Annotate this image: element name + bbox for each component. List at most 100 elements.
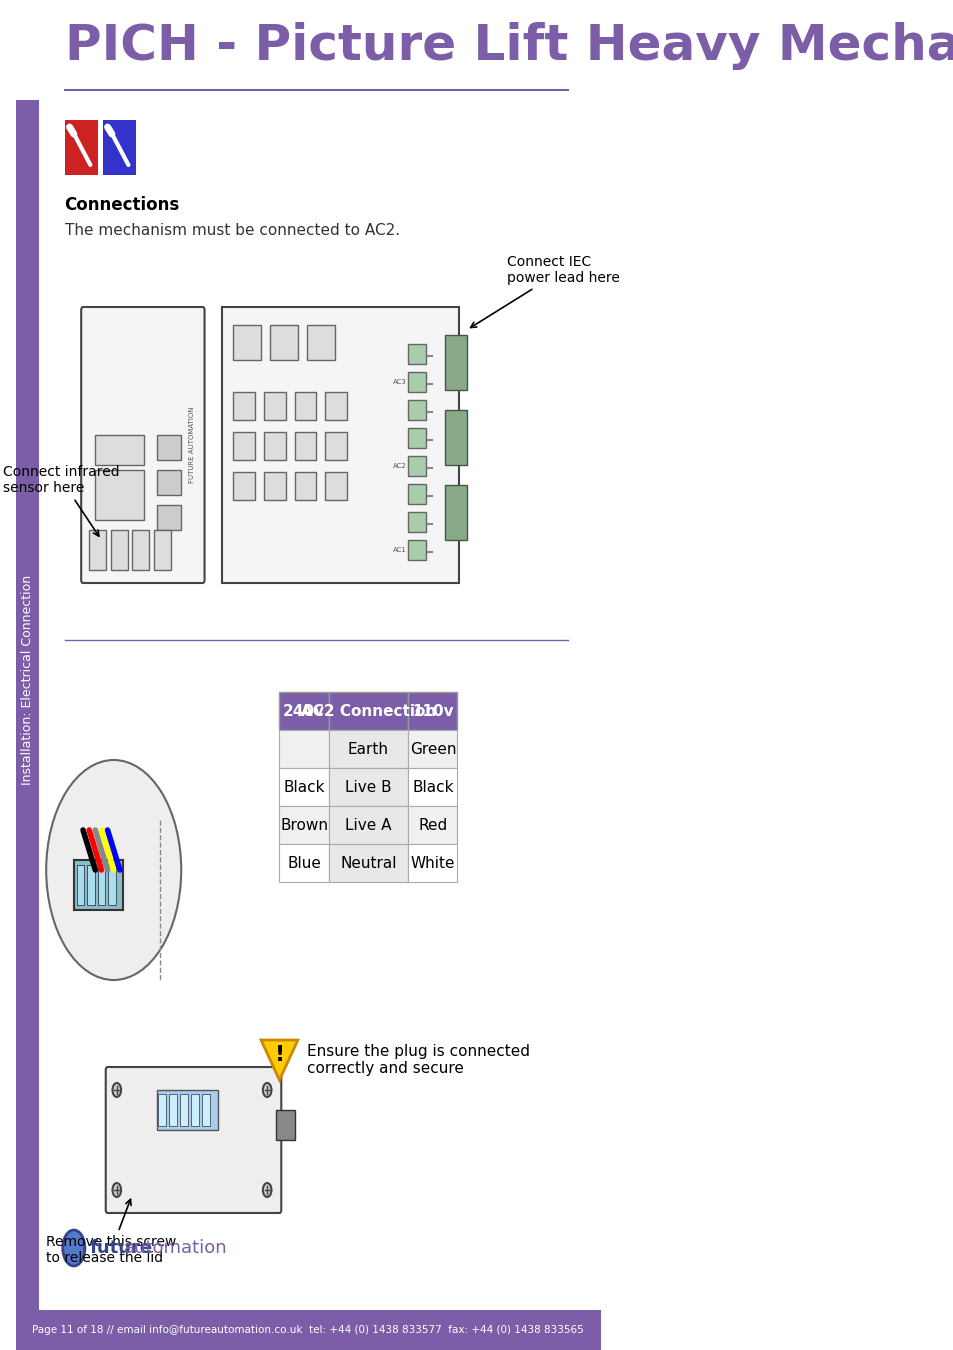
FancyBboxPatch shape: [270, 325, 297, 360]
FancyBboxPatch shape: [95, 470, 144, 520]
FancyBboxPatch shape: [408, 806, 457, 844]
Text: Blue: Blue: [287, 856, 320, 871]
FancyBboxPatch shape: [153, 531, 171, 570]
Circle shape: [63, 1230, 85, 1266]
FancyBboxPatch shape: [97, 865, 105, 904]
Text: Live B: Live B: [345, 779, 392, 795]
Text: Green: Green: [409, 741, 456, 756]
Text: PICH - Picture Lift Heavy Mechanism: PICH - Picture Lift Heavy Mechanism: [65, 22, 953, 70]
Text: future: future: [89, 1239, 152, 1257]
FancyBboxPatch shape: [233, 472, 254, 499]
Text: Connections: Connections: [65, 196, 180, 215]
FancyBboxPatch shape: [279, 768, 328, 806]
FancyBboxPatch shape: [264, 392, 285, 420]
FancyBboxPatch shape: [408, 373, 425, 391]
Text: 110v: 110v: [412, 703, 454, 718]
FancyBboxPatch shape: [89, 531, 106, 570]
Text: Black: Black: [283, 779, 324, 795]
FancyBboxPatch shape: [445, 410, 466, 464]
FancyBboxPatch shape: [202, 1094, 210, 1126]
FancyBboxPatch shape: [328, 844, 408, 882]
FancyBboxPatch shape: [95, 435, 144, 464]
Text: AC3: AC3: [393, 379, 407, 385]
FancyBboxPatch shape: [158, 1094, 166, 1126]
FancyBboxPatch shape: [108, 865, 115, 904]
FancyBboxPatch shape: [408, 768, 457, 806]
FancyBboxPatch shape: [307, 325, 335, 360]
FancyBboxPatch shape: [156, 1089, 218, 1130]
FancyBboxPatch shape: [408, 485, 425, 504]
FancyBboxPatch shape: [408, 730, 457, 768]
FancyBboxPatch shape: [325, 472, 347, 499]
FancyBboxPatch shape: [408, 844, 457, 882]
Text: Black: Black: [412, 779, 454, 795]
Text: Live A: Live A: [345, 818, 392, 833]
FancyBboxPatch shape: [156, 505, 181, 531]
FancyBboxPatch shape: [408, 512, 425, 532]
Circle shape: [46, 760, 181, 980]
FancyBboxPatch shape: [408, 344, 425, 364]
Text: AC2 Connection: AC2 Connection: [300, 703, 436, 718]
FancyBboxPatch shape: [65, 120, 98, 176]
FancyBboxPatch shape: [445, 335, 466, 390]
Text: automation: automation: [124, 1239, 228, 1257]
FancyBboxPatch shape: [15, 100, 39, 1320]
FancyBboxPatch shape: [328, 806, 408, 844]
Text: Connect infrared
sensor here: Connect infrared sensor here: [3, 464, 120, 536]
Text: Remove this screw
to release the lid: Remove this screw to release the lid: [46, 1199, 176, 1265]
FancyBboxPatch shape: [73, 860, 123, 910]
Text: !: !: [274, 1045, 284, 1065]
FancyBboxPatch shape: [111, 531, 128, 570]
Polygon shape: [261, 1040, 297, 1080]
FancyBboxPatch shape: [325, 432, 347, 460]
FancyBboxPatch shape: [294, 472, 316, 499]
Text: Ensure the plug is connected
correctly and secure: Ensure the plug is connected correctly a…: [307, 1044, 530, 1076]
FancyBboxPatch shape: [81, 306, 204, 583]
FancyBboxPatch shape: [264, 432, 285, 460]
FancyBboxPatch shape: [408, 456, 425, 477]
Circle shape: [263, 1083, 272, 1098]
FancyBboxPatch shape: [279, 693, 328, 730]
FancyBboxPatch shape: [132, 531, 150, 570]
FancyBboxPatch shape: [156, 470, 181, 495]
Text: 240v: 240v: [283, 703, 325, 718]
Text: Earth: Earth: [348, 741, 389, 756]
FancyBboxPatch shape: [233, 392, 254, 420]
FancyBboxPatch shape: [276, 1110, 294, 1139]
Text: Installation: Electrical Connection: Installation: Electrical Connection: [21, 575, 33, 786]
FancyBboxPatch shape: [15, 1310, 600, 1350]
FancyBboxPatch shape: [408, 400, 425, 420]
FancyBboxPatch shape: [191, 1094, 199, 1126]
FancyBboxPatch shape: [279, 730, 328, 768]
FancyBboxPatch shape: [328, 768, 408, 806]
FancyBboxPatch shape: [408, 693, 457, 730]
FancyBboxPatch shape: [408, 428, 425, 448]
Text: FUTURE AUTOMATION: FUTURE AUTOMATION: [189, 406, 194, 483]
Text: Neutral: Neutral: [340, 856, 396, 871]
FancyBboxPatch shape: [279, 806, 328, 844]
FancyBboxPatch shape: [233, 325, 261, 360]
Text: White: White: [410, 856, 455, 871]
FancyBboxPatch shape: [325, 392, 347, 420]
Circle shape: [112, 1183, 121, 1197]
FancyBboxPatch shape: [103, 120, 136, 176]
Text: Page 11 of 18 // email info@futureautomation.co.uk  tel: +44 (0) 1438 833577  fa: Page 11 of 18 // email info@futureautoma…: [32, 1324, 583, 1335]
Text: Connect IEC
power lead here: Connect IEC power lead here: [470, 255, 618, 328]
FancyBboxPatch shape: [279, 844, 328, 882]
FancyBboxPatch shape: [88, 865, 94, 904]
Text: The mechanism must be connected to AC2.: The mechanism must be connected to AC2.: [65, 223, 399, 238]
FancyBboxPatch shape: [445, 485, 466, 540]
FancyBboxPatch shape: [169, 1094, 176, 1126]
FancyBboxPatch shape: [294, 392, 316, 420]
Text: Red: Red: [417, 818, 447, 833]
FancyBboxPatch shape: [180, 1094, 188, 1126]
FancyBboxPatch shape: [156, 435, 181, 460]
Circle shape: [112, 1083, 121, 1098]
Text: AC1: AC1: [393, 547, 407, 553]
FancyBboxPatch shape: [408, 540, 425, 560]
FancyBboxPatch shape: [77, 865, 84, 904]
FancyBboxPatch shape: [222, 306, 458, 583]
FancyBboxPatch shape: [328, 730, 408, 768]
FancyBboxPatch shape: [328, 693, 408, 730]
FancyBboxPatch shape: [294, 432, 316, 460]
